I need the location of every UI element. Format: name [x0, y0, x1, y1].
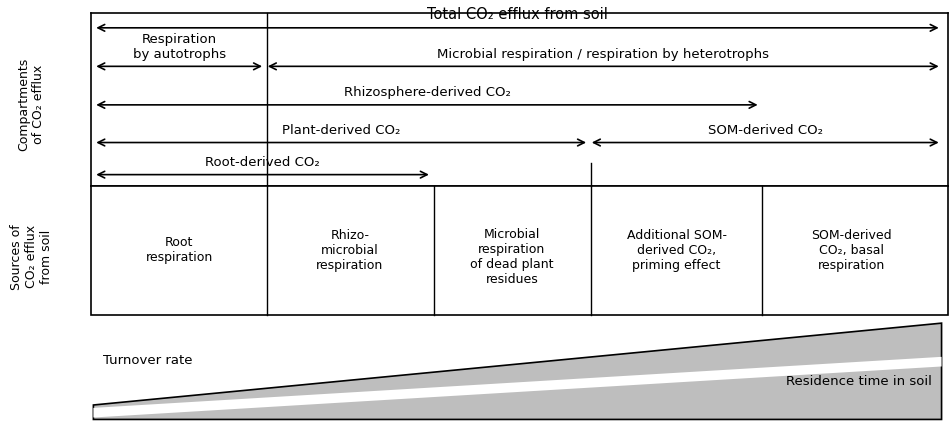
Polygon shape	[93, 357, 941, 418]
Text: SOM-derived CO₂: SOM-derived CO₂	[707, 124, 822, 137]
Text: Microbial
respiration
of dead plant
residues: Microbial respiration of dead plant resi…	[469, 228, 553, 286]
Text: Residence time in soil: Residence time in soil	[785, 375, 931, 389]
Text: Turnover rate: Turnover rate	[103, 354, 192, 367]
Text: Respiration
by autotrophs: Respiration by autotrophs	[132, 33, 226, 61]
Text: Root
respiration: Root respiration	[146, 236, 212, 265]
Text: Sources of
CO₂ efflux
from soil: Sources of CO₂ efflux from soil	[10, 224, 53, 290]
Text: Total CO₂ efflux from soil: Total CO₂ efflux from soil	[426, 7, 607, 22]
Text: SOM-derived
CO₂, basal
respiration: SOM-derived CO₂, basal respiration	[810, 229, 890, 272]
Text: Rhizo-
microbial
respiration: Rhizo- microbial respiration	[316, 229, 383, 272]
Polygon shape	[93, 323, 941, 419]
Text: Root-derived CO₂: Root-derived CO₂	[205, 156, 320, 169]
Text: Compartments
of CO₂ efflux: Compartments of CO₂ efflux	[17, 58, 46, 152]
Text: Additional SOM-
derived CO₂,
priming effect: Additional SOM- derived CO₂, priming eff…	[626, 229, 725, 272]
Text: Microbial respiration / respiration by heterotrophs: Microbial respiration / respiration by h…	[437, 48, 768, 61]
Text: Plant-derived CO₂: Plant-derived CO₂	[282, 124, 400, 137]
Text: Rhizosphere-derived CO₂: Rhizosphere-derived CO₂	[343, 86, 510, 99]
Bar	[90, 186, 947, 315]
